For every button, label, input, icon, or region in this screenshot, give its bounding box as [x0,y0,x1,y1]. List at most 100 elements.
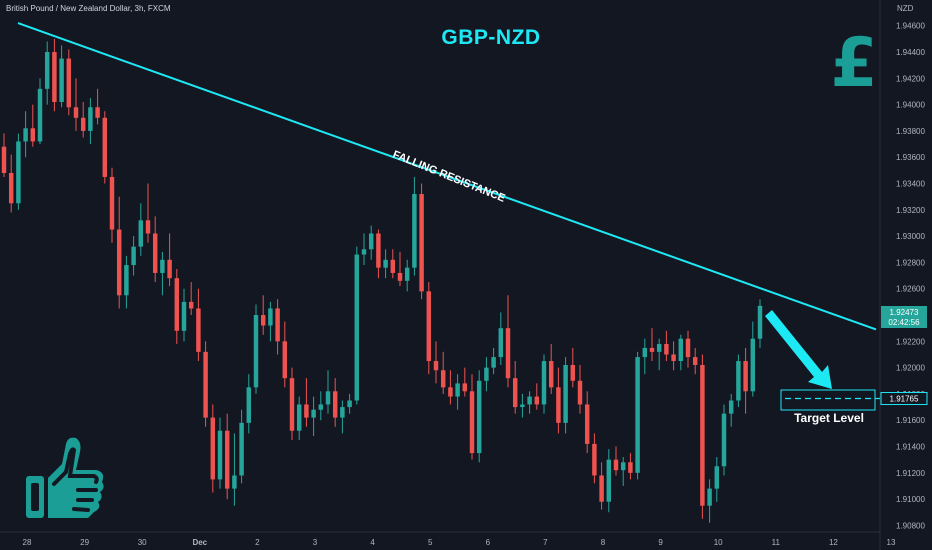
candle-body [463,383,467,391]
candle-body [225,431,229,489]
y-tick-label: 1.93000 [896,232,925,241]
candle-body [340,407,344,418]
candle [290,368,294,440]
candle-body [499,328,503,357]
candle-body [664,344,668,355]
thumbs-up-icon [22,434,108,529]
candle-body [261,315,265,326]
candle-body [67,59,71,108]
candle-body [88,107,92,131]
candle-body [369,233,373,249]
y-tick-label: 1.91600 [896,416,925,425]
candle-body [117,230,121,296]
candle-body [160,260,164,273]
last-price-label: 1.92473 [890,308,919,317]
candle-body [9,173,13,203]
chart-title: GBP-NZD [0,26,932,50]
candle-body [614,460,618,471]
candle-body [304,404,308,417]
candle-body [268,308,272,325]
candle [203,341,207,426]
candle-body [376,233,380,267]
candle-body [535,397,539,405]
candle-body [139,220,143,246]
candle-body [578,381,582,405]
candle-body [347,401,351,408]
candle-body [31,128,35,141]
candle-body [571,365,575,381]
candle-body [477,381,481,453]
candle-body [74,107,78,118]
candle-body [715,466,719,488]
y-tick-label: 1.92600 [896,285,925,294]
candle [722,404,726,475]
candle [736,354,740,407]
candle-body [95,107,99,118]
x-tick-label: 7 [543,538,548,547]
y-tick-label: 1.91200 [896,469,925,478]
candle-body [247,387,251,423]
x-tick-label: 8 [601,538,606,547]
candle-body [146,220,150,233]
currency-label: NZD [897,4,914,13]
candle-body [189,302,193,309]
candle [67,49,71,115]
x-tick-label: Dec [192,538,207,547]
candle-body [398,273,402,281]
y-tick-label: 1.92200 [896,337,925,346]
candle [355,247,359,405]
candle-body [607,460,611,502]
candle-body [751,339,755,392]
candle [211,404,215,492]
candle-body [254,315,258,387]
candle [16,134,20,210]
candle-body [2,147,6,173]
candle-body [722,414,726,467]
candle-body [311,410,315,418]
candle-body [700,365,704,506]
x-tick-label: 28 [23,538,32,547]
candle-body [391,260,395,273]
candle-body [434,361,438,370]
candle-body [441,370,445,387]
candle-body [412,194,416,268]
symbol-info: British Pound / New Zealand Dollar, 3h, … [6,4,171,13]
candle-body [218,431,222,480]
y-tick-label: 1.92800 [896,258,925,267]
x-tick-label: 13 [887,538,896,547]
candle-body [45,52,49,89]
candle-body [326,391,330,404]
candle-body [527,397,531,405]
target-price-label: 1.91765 [890,395,919,404]
candle-body [23,128,27,141]
candle-body [736,361,740,400]
candle [427,282,431,374]
candle-body [592,444,596,476]
y-tick-label: 1.93200 [896,206,925,215]
candle [477,370,481,462]
candle-body [297,404,301,430]
candle-body [239,423,243,476]
candle-body [621,462,625,470]
candle-body [679,339,683,361]
candle-body [650,348,654,352]
x-tick-label: 5 [428,538,433,547]
x-tick-label: 11 [772,538,781,547]
candle [419,184,423,300]
candle-body [427,291,431,361]
svg-text:£: £ [830,24,877,92]
candle-body [59,59,63,102]
candle-body [470,391,474,453]
candle-body [211,418,215,480]
candle-body [196,308,200,351]
candle-body [635,357,639,473]
candle-body [563,365,567,423]
x-tick-label: 12 [829,538,838,547]
candle-body [405,268,409,281]
candle-body [520,404,524,407]
y-tick-label: 1.90800 [896,521,925,530]
candle-body [657,344,661,352]
candle-body [290,378,294,431]
